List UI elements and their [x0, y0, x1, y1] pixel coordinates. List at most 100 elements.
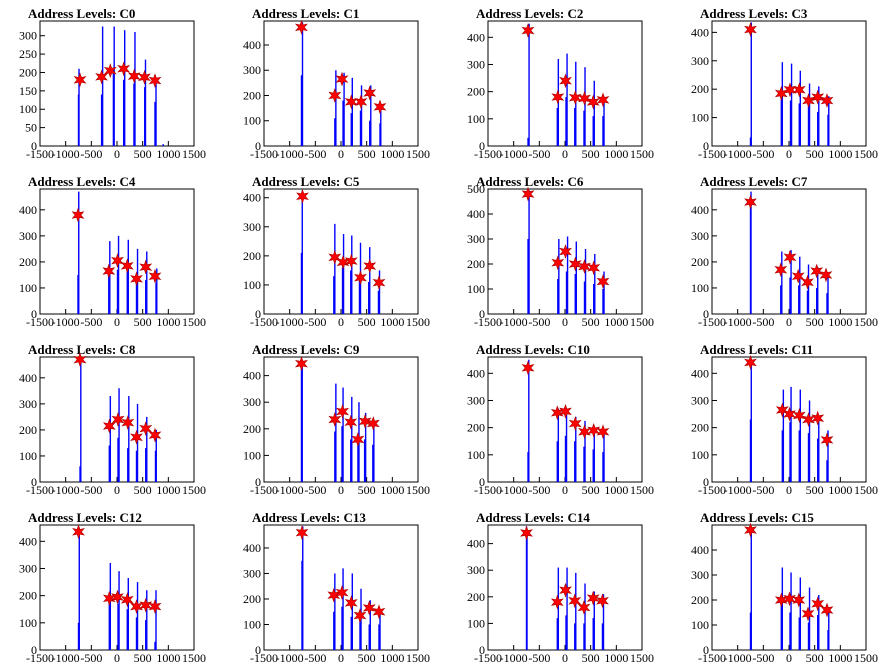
- x-tick-label: 500: [582, 147, 600, 161]
- y-tick-label: 200: [467, 257, 485, 271]
- y-tick-label: 300: [467, 232, 485, 246]
- peak-marker: [354, 270, 367, 286]
- x-tick-label: -1500: [250, 147, 278, 161]
- x-tick-label: 1000: [156, 147, 180, 161]
- x-tick-label: 0: [114, 147, 120, 161]
- x-tick-label: 500: [134, 483, 152, 497]
- x-tick-label: 1000: [828, 651, 852, 665]
- x-tick-label: 1500: [182, 315, 206, 329]
- x-tick-label: -1500: [250, 483, 278, 497]
- peak-marker: [344, 253, 358, 269]
- y-tick-label: 100: [243, 617, 261, 631]
- y-tick-label: 300: [691, 393, 709, 407]
- y-tick-label: 0: [703, 475, 709, 489]
- chart-title: Address Levels: C6: [476, 174, 584, 189]
- x-tick-label: 1000: [156, 651, 180, 665]
- peak-marker: [95, 69, 108, 85]
- y-tick-label: 200: [691, 421, 709, 435]
- chart-title: Address Levels: C3: [700, 6, 808, 21]
- peak-marker: [550, 594, 564, 610]
- x-tick-label: 1000: [380, 651, 404, 665]
- peak-marker: [71, 207, 85, 223]
- x-tick-label: -1000: [724, 483, 752, 497]
- x-tick-label: 0: [338, 651, 344, 665]
- x-tick-label: 1500: [182, 147, 206, 161]
- x-tick-label: -500: [528, 315, 550, 329]
- y-tick-label: 200: [243, 592, 261, 606]
- x-tick-label: -1000: [724, 315, 752, 329]
- x-tick-label: 500: [806, 147, 824, 161]
- peak-marker: [296, 188, 309, 204]
- x-tick-label: -500: [80, 483, 102, 497]
- x-tick-label: -1000: [500, 147, 528, 161]
- y-tick-label: 400: [19, 534, 37, 548]
- x-tick-label: -1000: [52, 315, 80, 329]
- peak-marker: [120, 592, 134, 608]
- y-tick-label: 300: [467, 393, 485, 407]
- x-tick-label: 1000: [380, 147, 404, 161]
- y-tick-label: 0: [703, 307, 709, 321]
- x-tick-label: 1500: [182, 483, 206, 497]
- x-tick-label: -1000: [276, 147, 304, 161]
- y-tick-label: 100: [467, 112, 485, 126]
- peak-marker: [335, 71, 349, 87]
- x-tick-label: 0: [786, 147, 792, 161]
- y-tick-label: 300: [243, 220, 261, 234]
- plot-frame: [39, 20, 195, 147]
- peak-marker: [596, 424, 610, 440]
- y-tick-label: 100: [19, 102, 37, 116]
- x-tick-label: 1000: [156, 315, 180, 329]
- y-tick-label: 50: [25, 121, 37, 135]
- y-tick-label: 300: [19, 229, 37, 243]
- y-tick-label: 300: [243, 63, 261, 77]
- x-tick-label: -1500: [26, 651, 54, 665]
- plot-frame: [711, 524, 867, 651]
- y-tick-label: 100: [243, 278, 261, 292]
- plot-frame: [711, 188, 867, 315]
- peak-marker: [559, 244, 572, 259]
- chart-title: Address Levels: C1: [252, 6, 359, 21]
- peak-marker: [336, 254, 350, 270]
- peak-marker: [127, 68, 141, 84]
- peak-marker: [586, 94, 600, 110]
- x-tick-label: -500: [528, 483, 550, 497]
- peak-marker: [577, 599, 591, 615]
- peak-marker: [139, 259, 153, 275]
- peak-marker: [130, 429, 143, 445]
- x-tick-label: 0: [786, 483, 792, 497]
- peak-marker: [568, 256, 582, 272]
- x-tick-label: -500: [304, 315, 326, 329]
- peak-marker: [783, 406, 796, 422]
- y-tick-label: 200: [19, 423, 37, 437]
- plot-frame: [711, 20, 867, 147]
- chart-panel: Address Levels: C15 0 100 200 300 400 -1500-10…: [691, 510, 878, 665]
- peak-marker: [744, 22, 757, 37]
- x-tick-label: 1000: [380, 315, 404, 329]
- x-tick-label: 0: [114, 315, 120, 329]
- y-tick-label: 400: [19, 371, 37, 385]
- x-tick-label: -500: [752, 651, 774, 665]
- peak-marker: [117, 61, 131, 77]
- y-tick-label: 400: [243, 541, 261, 555]
- chart-panel: Address Levels: C9 0 100 200 300 400 -1500-100…: [243, 342, 430, 497]
- y-tick-label: 250: [19, 47, 37, 61]
- y-tick-label: 400: [243, 38, 261, 52]
- x-tick-label: 1000: [156, 483, 180, 497]
- peak-marker: [775, 402, 789, 418]
- chart-title: Address Levels: C7: [700, 174, 808, 189]
- y-tick-label: 400: [243, 369, 261, 383]
- chart-title: Address Levels: C15: [700, 510, 814, 525]
- peak-marker: [802, 93, 815, 108]
- peak-marker: [774, 262, 788, 278]
- peak-marker: [792, 82, 806, 98]
- y-tick-label: 100: [19, 281, 37, 295]
- peak-marker: [596, 274, 610, 289]
- chart-panel: Address Levels: C10 0 100 200 300 400 -1500-10…: [467, 342, 654, 497]
- x-tick-label: 1500: [630, 651, 654, 665]
- y-tick-label: 200: [691, 82, 709, 96]
- x-tick-label: 0: [562, 483, 568, 497]
- x-tick-label: 0: [114, 651, 120, 665]
- peak-marker: [344, 595, 358, 611]
- y-tick-label: 200: [467, 590, 485, 604]
